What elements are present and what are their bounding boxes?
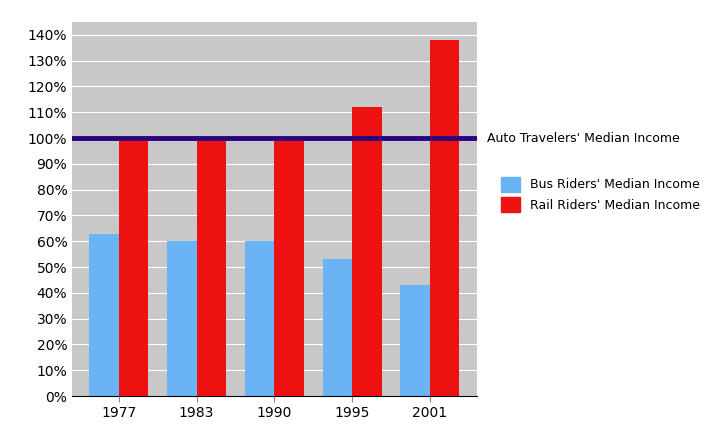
Bar [90, 234, 119, 396]
Legend: Bus Riders' Median Income, Rail Riders' Median Income: Bus Riders' Median Income, Rail Riders' … [495, 170, 706, 218]
Bar [352, 107, 382, 396]
Text: Auto Travelers' Median Income: Auto Travelers' Median Income [487, 132, 680, 145]
Bar [245, 241, 274, 396]
Bar [196, 138, 226, 396]
Bar [119, 138, 149, 396]
Bar [400, 285, 430, 396]
Bar [274, 138, 304, 396]
Bar [430, 40, 459, 396]
Bar [167, 241, 196, 396]
Bar [323, 259, 352, 396]
